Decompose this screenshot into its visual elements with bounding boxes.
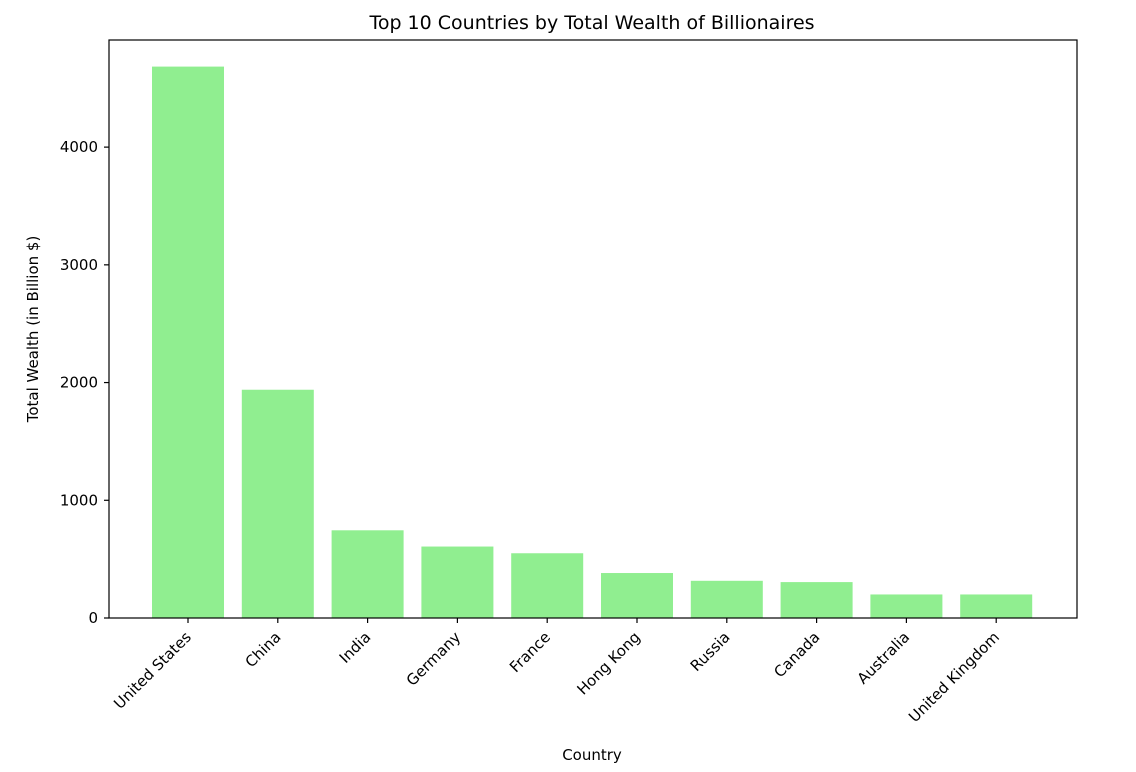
bar-china bbox=[241, 389, 314, 618]
bar-canada bbox=[780, 582, 853, 618]
y-tick-label-0: 0 bbox=[88, 609, 98, 627]
x-tick-label-china: China bbox=[242, 628, 285, 671]
x-tick-label-hong-kong: Hong Kong bbox=[573, 628, 643, 698]
bar-united-states bbox=[152, 66, 224, 619]
y-tick-label-1000: 1000 bbox=[60, 491, 98, 509]
x-axis-label: Country bbox=[562, 746, 622, 764]
x-axis: United States China India Germany France Hong… bbox=[110, 618, 1003, 726]
x-tick-label-australia: Australia bbox=[854, 628, 914, 688]
x-tick-label-united-states: United States bbox=[110, 628, 195, 713]
bar-hong-kong bbox=[601, 573, 673, 618]
bar-australia bbox=[870, 594, 943, 618]
bar-france bbox=[511, 553, 584, 618]
y-tick-label-3000: 3000 bbox=[60, 256, 98, 274]
y-tick-label-2000: 2000 bbox=[60, 374, 98, 392]
bar-russia bbox=[690, 580, 763, 618]
x-tick-label-canada: Canada bbox=[770, 628, 823, 681]
y-tick-label-4000: 4000 bbox=[60, 138, 98, 156]
x-tick-label-united-kingdom: United Kingdom bbox=[905, 628, 1003, 726]
bar-india bbox=[331, 530, 404, 618]
x-tick-label-france: France bbox=[506, 628, 554, 676]
y-axis-label: Total Wealth (in Billion $) bbox=[24, 236, 42, 424]
bar-united-kingdom bbox=[960, 594, 1033, 618]
y-axis: 0 1000 2000 3000 4000 bbox=[60, 138, 109, 627]
plot-frame bbox=[108, 39, 1078, 619]
x-tick-label-india: India bbox=[336, 628, 375, 667]
bar-germany bbox=[421, 546, 494, 618]
chart-title: Top 10 Countries by Total Wealth of Bill… bbox=[368, 12, 814, 34]
x-tick-label-russia: Russia bbox=[687, 628, 734, 675]
x-tick-label-germany: Germany bbox=[403, 628, 465, 690]
bars-layer bbox=[152, 66, 1033, 619]
